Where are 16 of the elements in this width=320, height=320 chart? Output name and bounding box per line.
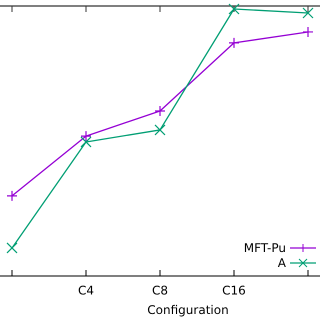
point	[80, 130, 92, 142]
legend-label: MFT-Pu	[244, 241, 286, 255]
point	[228, 3, 240, 15]
point	[6, 242, 18, 254]
x-axis-title: Configuration	[147, 303, 229, 317]
legend-label: A	[278, 256, 287, 270]
point	[80, 136, 92, 148]
point	[302, 26, 314, 38]
point	[154, 105, 166, 117]
point	[6, 190, 18, 202]
x-tick-label: C4	[78, 284, 94, 298]
point	[302, 7, 314, 19]
point	[228, 37, 240, 49]
x-tick-label: C16	[222, 284, 246, 298]
x-tick-label: C8	[152, 284, 168, 298]
point	[154, 124, 166, 136]
